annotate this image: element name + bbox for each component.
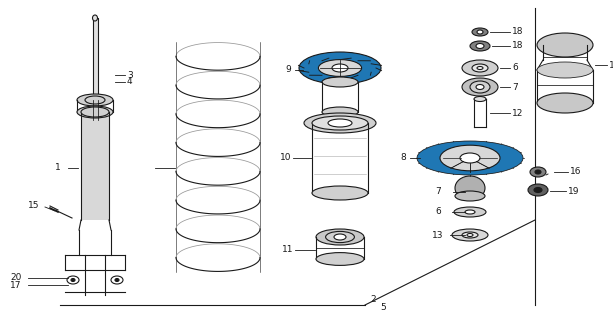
Text: 15: 15: [28, 201, 39, 210]
Ellipse shape: [455, 191, 485, 201]
Ellipse shape: [474, 97, 486, 101]
Text: 11: 11: [282, 245, 294, 254]
Ellipse shape: [470, 81, 490, 93]
Ellipse shape: [537, 33, 593, 57]
Ellipse shape: [77, 94, 113, 106]
Ellipse shape: [322, 77, 358, 87]
Text: 3: 3: [127, 70, 133, 79]
Ellipse shape: [462, 232, 478, 238]
Ellipse shape: [71, 278, 75, 282]
Ellipse shape: [462, 60, 498, 76]
Ellipse shape: [460, 153, 480, 163]
Ellipse shape: [312, 116, 368, 130]
Ellipse shape: [316, 229, 364, 245]
Ellipse shape: [452, 229, 488, 241]
Ellipse shape: [304, 113, 376, 133]
Text: 16: 16: [570, 167, 582, 177]
Text: 6: 6: [435, 207, 441, 217]
Ellipse shape: [535, 170, 541, 174]
Ellipse shape: [455, 176, 485, 200]
Text: 7: 7: [512, 83, 518, 92]
Ellipse shape: [467, 234, 473, 236]
Ellipse shape: [93, 15, 97, 21]
Ellipse shape: [528, 184, 548, 196]
Text: 18: 18: [512, 42, 524, 51]
Text: 18: 18: [512, 28, 524, 36]
Text: 2: 2: [370, 295, 376, 305]
Text: 20: 20: [10, 274, 21, 283]
Ellipse shape: [67, 276, 79, 284]
Ellipse shape: [332, 64, 348, 72]
Ellipse shape: [318, 60, 362, 76]
Ellipse shape: [454, 207, 486, 217]
Text: 9: 9: [285, 66, 291, 75]
Ellipse shape: [530, 167, 546, 177]
Ellipse shape: [322, 107, 358, 117]
Text: 13: 13: [432, 230, 443, 239]
Ellipse shape: [472, 28, 488, 36]
Text: 19: 19: [568, 187, 579, 196]
Ellipse shape: [462, 78, 498, 96]
Ellipse shape: [440, 145, 500, 171]
Ellipse shape: [316, 252, 364, 265]
Ellipse shape: [417, 141, 523, 175]
Ellipse shape: [537, 62, 593, 78]
Text: 17: 17: [10, 281, 21, 290]
Ellipse shape: [77, 106, 113, 118]
Ellipse shape: [472, 64, 488, 72]
Ellipse shape: [476, 84, 484, 90]
Text: 6: 6: [512, 63, 518, 73]
Ellipse shape: [420, 142, 520, 174]
Ellipse shape: [470, 41, 490, 51]
Ellipse shape: [465, 210, 475, 214]
Ellipse shape: [85, 96, 105, 104]
Ellipse shape: [326, 231, 354, 243]
Ellipse shape: [534, 188, 542, 193]
Ellipse shape: [81, 107, 109, 117]
Text: 10: 10: [280, 154, 292, 163]
Ellipse shape: [111, 276, 123, 284]
Text: 5: 5: [380, 303, 386, 313]
Ellipse shape: [115, 278, 119, 282]
Ellipse shape: [328, 119, 352, 127]
Text: 7: 7: [435, 188, 441, 196]
Text: 14: 14: [609, 60, 613, 69]
Ellipse shape: [537, 93, 593, 113]
Text: 12: 12: [512, 108, 524, 117]
Ellipse shape: [334, 234, 346, 240]
Text: 4: 4: [127, 77, 132, 86]
Text: 8: 8: [400, 154, 406, 163]
Ellipse shape: [299, 52, 381, 84]
Ellipse shape: [477, 67, 483, 69]
Ellipse shape: [476, 44, 484, 49]
Text: 1: 1: [55, 164, 61, 172]
Ellipse shape: [304, 54, 376, 82]
Ellipse shape: [477, 30, 483, 34]
Ellipse shape: [312, 186, 368, 200]
